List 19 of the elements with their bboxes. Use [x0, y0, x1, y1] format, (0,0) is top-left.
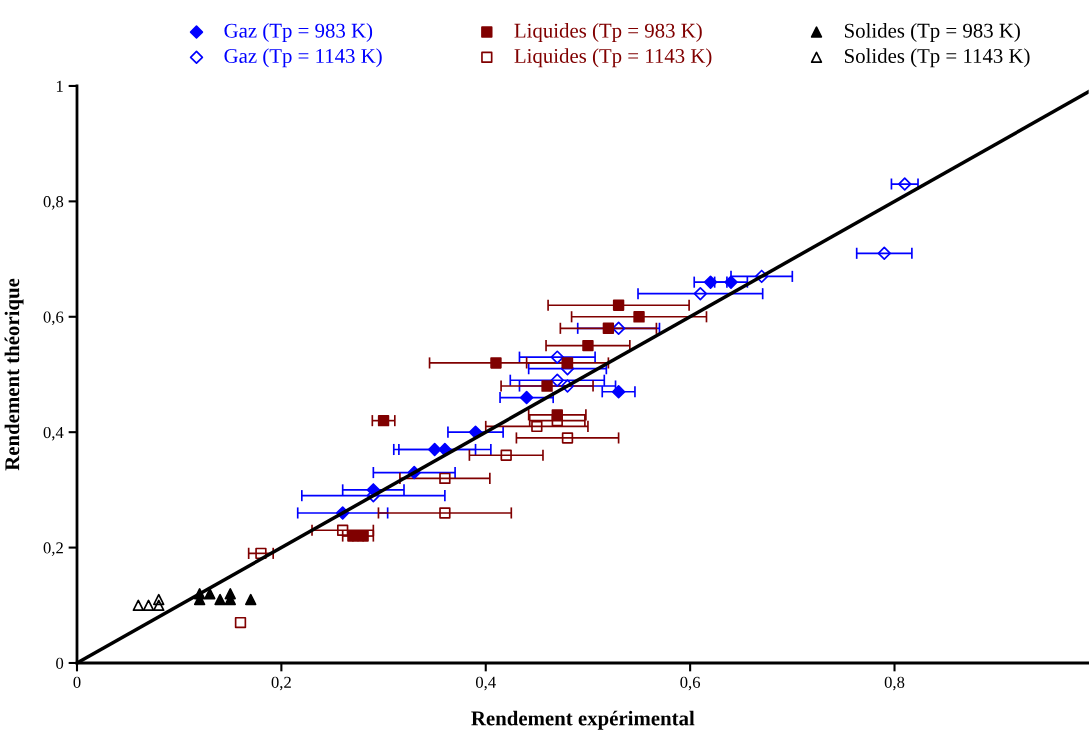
- legend-label: Gaz (Tp = 1143 K): [224, 48, 382, 68]
- y-tick-label: 0,6: [43, 311, 64, 326]
- x-axis-title: Rendement expérimental: [471, 710, 695, 730]
- x-tick-label: 0,8: [884, 676, 905, 691]
- x-tick-label: 0: [73, 676, 81, 688]
- y-axis-title: Rendement théorique: [4, 278, 24, 471]
- y-tick-label: 0,2: [43, 542, 63, 556]
- x-tick-label: 0,6: [680, 676, 701, 691]
- legend-label: Liquides (Tp = 1143 K): [514, 48, 712, 68]
- y-tick-label: 0,8: [43, 196, 64, 210]
- legend-label: Solides (Tp = 983 K): [844, 23, 1020, 42]
- y-tick-label: 0,4: [43, 426, 64, 441]
- legend-label: Solides (Tp = 1143 K): [844, 48, 1030, 68]
- y-tick-label: 0: [56, 657, 64, 669]
- x-tick-label: 0,2: [271, 676, 291, 691]
- y-tick-label: 1: [56, 80, 63, 92]
- legend-label: Liquides (Tp = 983 K): [514, 23, 702, 42]
- legend-label: Gaz (Tp = 983 K): [224, 23, 373, 42]
- x-tick-label: 0,4: [475, 676, 496, 691]
